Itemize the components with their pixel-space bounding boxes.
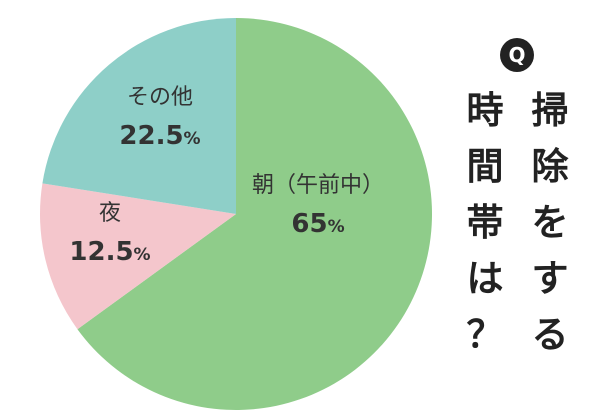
pie-slice <box>40 183 237 330</box>
question-text-column-1: 掃 除 を す る <box>527 92 573 372</box>
question-char: 間 <box>466 145 504 188</box>
slice-label: 朝（午前中） <box>252 173 384 198</box>
question-char: 掃 <box>531 89 569 132</box>
question-char: ？ <box>466 313 504 356</box>
question-char: す <box>531 257 569 300</box>
slice-label: 夜 <box>99 201 121 226</box>
percent-unit: % <box>134 245 151 265</box>
percent-unit: % <box>328 217 345 237</box>
question-badge: Q <box>500 38 534 72</box>
question-text-column-2: 時 間 帯 は ？ <box>462 92 508 372</box>
question-char: を <box>531 201 569 244</box>
percent-unit: % <box>184 129 201 149</box>
pie-slice <box>42 18 236 214</box>
pie-slice <box>77 18 432 411</box>
question-char: 除 <box>531 145 569 188</box>
question-char: は <box>466 257 504 300</box>
question-char: 時 <box>466 89 504 132</box>
slice-label: その他 <box>127 85 193 110</box>
question-char: 帯 <box>466 201 504 244</box>
question-char: る <box>531 313 569 356</box>
